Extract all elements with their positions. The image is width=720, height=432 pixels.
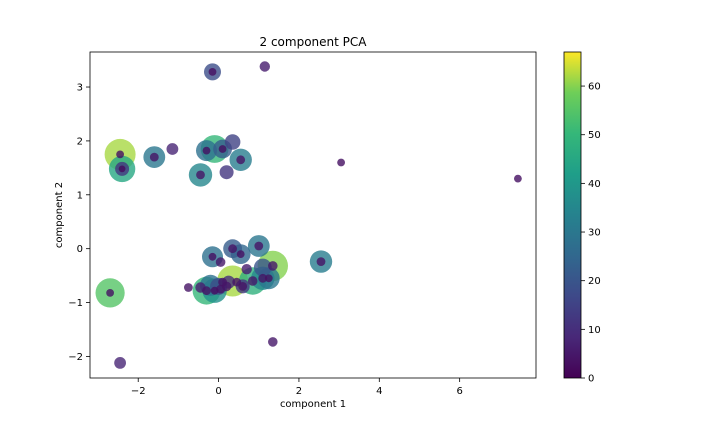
scatter-point: [268, 261, 278, 271]
colorbar-tick-label: 30: [588, 228, 601, 239]
x-axis-ticks: −2 0 2 4 6: [131, 378, 463, 397]
scatter-point: [218, 277, 228, 287]
scatter-point: [264, 274, 273, 283]
scatter-point: [202, 286, 211, 296]
y-axis-label: component 2: [54, 182, 65, 248]
x-tick-label: 2: [296, 386, 302, 397]
scatter-point: [106, 289, 114, 297]
scatter-points: [95, 61, 522, 369]
scatter-point: [215, 257, 226, 267]
scatter-point: [116, 150, 124, 159]
scatter-point: [254, 241, 264, 251]
colorbar-tick-label: 40: [588, 179, 601, 190]
scatter-point: [224, 134, 241, 150]
scatter-point: [236, 250, 245, 258]
scatter-point: [149, 152, 159, 162]
scatter-point: [210, 286, 219, 295]
y-tick-label: 0: [77, 244, 83, 255]
colorbar-tick-label: 10: [588, 325, 601, 336]
scatter-point: [208, 68, 217, 76]
x-tick-label: 6: [456, 386, 462, 397]
scatter-point: [208, 252, 217, 261]
scatter-point: [268, 337, 278, 347]
scatter-point: [241, 264, 252, 275]
scatter-point: [316, 257, 326, 266]
scatter-point: [253, 258, 272, 277]
y-tick-label: 3: [77, 83, 83, 94]
x-tick-label: 4: [376, 386, 382, 397]
scatter-point: [337, 158, 345, 167]
x-tick-label: −2: [131, 386, 146, 397]
scatter-point: [236, 155, 246, 165]
y-axis-ticks: −2 −1 0 1 2 3: [68, 83, 90, 363]
scatter-point: [196, 170, 205, 180]
scatter-point: [228, 244, 238, 254]
scatter-point: [258, 273, 268, 283]
x-tick-label: 0: [215, 386, 221, 397]
scatter-point: [118, 165, 126, 173]
scatter-point: [218, 145, 227, 153]
y-tick-label: 1: [77, 190, 83, 201]
y-tick-label: −2: [68, 352, 83, 363]
scatter-point: [219, 165, 234, 180]
scatter-point: [514, 174, 522, 183]
colorbar-ticks: 0 10 20 30 40 50 60: [581, 82, 601, 385]
scatter-point: [247, 276, 258, 286]
y-tick-label: 2: [77, 136, 83, 147]
scatter-point: [184, 283, 193, 292]
scatter-point: [114, 357, 126, 369]
y-tick-label: −1: [68, 298, 83, 309]
plot-frame: [89, 51, 537, 379]
chart-title: 2 component PCA: [260, 35, 368, 49]
colorbar-tick-label: 50: [588, 130, 601, 141]
colorbar: [563, 51, 582, 379]
scatter-point: [202, 146, 211, 155]
scatter-point: [238, 282, 248, 291]
scatter-point: [259, 61, 270, 72]
colorbar-tick-label: 20: [588, 276, 601, 287]
colorbar-tick-label: 0: [588, 374, 594, 385]
scatter-point: [166, 143, 179, 155]
colorbar-tick-label: 60: [588, 82, 601, 93]
x-axis-label: component 1: [280, 399, 346, 410]
